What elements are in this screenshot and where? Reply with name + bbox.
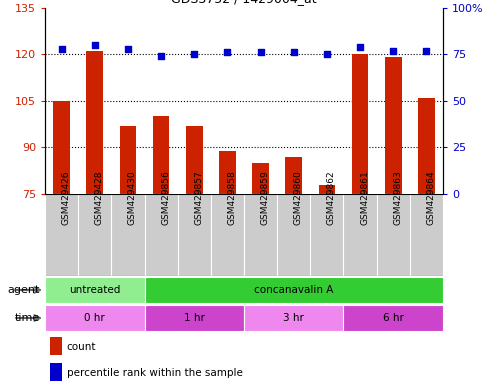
Text: GSM429430: GSM429430	[128, 171, 137, 225]
Bar	[45, 277, 144, 303]
Text: percentile rank within the sample: percentile rank within the sample	[67, 367, 242, 377]
Bar	[244, 194, 277, 276]
Text: GSM429859: GSM429859	[261, 171, 270, 225]
Bar	[252, 163, 269, 194]
Text: count: count	[67, 341, 96, 352]
Text: GSM429863: GSM429863	[393, 171, 402, 225]
Text: GSM429864: GSM429864	[426, 171, 435, 225]
Point	[290, 49, 298, 55]
Bar	[277, 194, 311, 276]
Bar	[50, 337, 62, 356]
Bar	[244, 305, 343, 331]
Bar	[153, 116, 170, 194]
Bar	[144, 277, 443, 303]
Point	[323, 51, 331, 57]
Bar	[120, 126, 136, 194]
Text: agent: agent	[8, 285, 40, 295]
Bar	[53, 101, 70, 194]
Bar	[45, 194, 78, 276]
Point	[190, 51, 198, 57]
Bar	[352, 54, 369, 194]
Text: GSM429857: GSM429857	[194, 171, 203, 225]
Bar	[186, 126, 202, 194]
Bar	[144, 194, 178, 276]
Bar	[319, 185, 335, 194]
Point	[157, 53, 165, 59]
Text: GSM429860: GSM429860	[294, 171, 303, 225]
Bar	[343, 194, 377, 276]
Text: concanavalin A: concanavalin A	[254, 285, 333, 295]
Point	[124, 46, 132, 52]
Bar	[385, 57, 401, 194]
Text: GSM429426: GSM429426	[62, 171, 71, 225]
Text: GSM429858: GSM429858	[227, 171, 236, 225]
Bar	[86, 51, 103, 194]
Bar	[377, 194, 410, 276]
Bar	[178, 194, 211, 276]
Point	[58, 46, 66, 52]
Point	[91, 42, 99, 48]
Bar	[50, 363, 62, 381]
Bar	[219, 151, 236, 194]
Text: GSM429428: GSM429428	[95, 171, 104, 225]
Text: GSM429862: GSM429862	[327, 171, 336, 225]
Bar	[112, 194, 144, 276]
Text: GSM429856: GSM429856	[161, 171, 170, 225]
Text: 6 hr: 6 hr	[383, 313, 404, 323]
Bar	[144, 305, 244, 331]
Point	[224, 49, 231, 55]
Point	[389, 48, 397, 54]
Text: GSM429861: GSM429861	[360, 171, 369, 225]
Bar	[410, 194, 443, 276]
Text: 3 hr: 3 hr	[284, 313, 304, 323]
Bar	[78, 194, 112, 276]
Text: 1 hr: 1 hr	[184, 313, 205, 323]
Point	[356, 44, 364, 50]
Title: GDS3752 / 1429004_at: GDS3752 / 1429004_at	[171, 0, 317, 5]
Text: 0 hr: 0 hr	[85, 313, 105, 323]
Bar	[211, 194, 244, 276]
Text: time: time	[15, 313, 40, 323]
Point	[257, 49, 265, 55]
Bar	[311, 194, 343, 276]
Text: untreated: untreated	[69, 285, 120, 295]
Point	[423, 48, 430, 54]
Bar	[45, 305, 144, 331]
Bar	[285, 157, 302, 194]
Bar	[418, 98, 435, 194]
Bar	[343, 305, 443, 331]
